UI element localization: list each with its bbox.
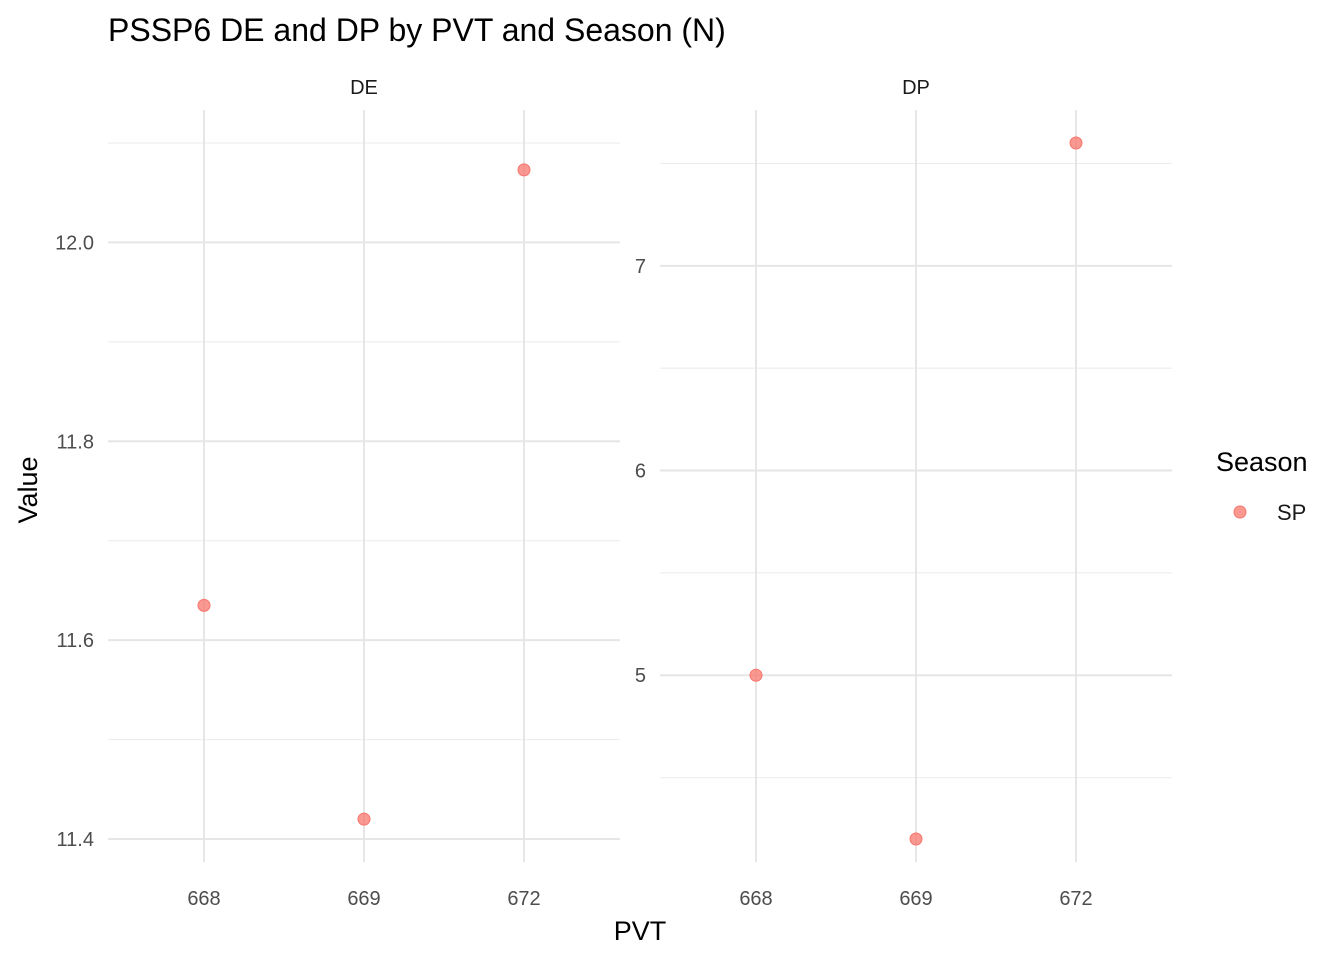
panel-dp-x-tick-label: 669 (899, 888, 932, 910)
legend-key-sp (1233, 505, 1247, 519)
panel-de-y-tick-label: 12.0 (55, 232, 94, 254)
panel-dp-y-tick-label: 5 (635, 665, 646, 687)
data-point-dp-669 (909, 832, 923, 846)
panel-dp-points (749, 136, 1083, 846)
panel-de-x-tick-label: 669 (347, 888, 380, 910)
panel-de-y-tick-label: 11.4 (57, 829, 94, 851)
panel-dp-x-tick-labels: 668 669 672 (739, 888, 1092, 910)
data-point-dp-672 (1069, 136, 1083, 150)
data-point-dp-668 (749, 668, 763, 682)
legend-label-sp: SP (1277, 500, 1306, 525)
data-point-de-668 (197, 598, 211, 612)
panel-de-y-tick-label: 11.8 (57, 431, 94, 453)
panel-dp-y-tick-labels: 5 6 7 (635, 256, 646, 687)
panel-de-y-tick-label: 11.6 (57, 630, 94, 652)
panel-de-strip-label: DE (350, 77, 378, 99)
panel-de-gridlines (108, 110, 620, 862)
panel-dp-gridlines (660, 110, 1172, 862)
x-axis-title: PVT (614, 916, 667, 946)
legend-title: Season (1216, 447, 1308, 477)
data-point-de-669 (357, 812, 371, 826)
panel-dp-y-tick-label: 7 (635, 256, 646, 278)
panel-dp-x-tick-label: 672 (1059, 888, 1092, 910)
panel-de-points (197, 163, 531, 826)
panel-de-x-tick-labels: 668 669 672 (187, 888, 540, 910)
panel-dp-y-tick-label: 6 (635, 461, 646, 483)
panel-dp: DP 5 6 7 668 669 672 (635, 77, 1172, 910)
data-point-de-672 (517, 163, 531, 177)
panel-dp-x-tick-label: 668 (739, 888, 772, 910)
panel-de-x-tick-label: 668 (187, 888, 220, 910)
panel-de: DE 11.4 11.6 11.8 12.0 668 669 672 (55, 77, 620, 910)
y-axis-title: Value (13, 456, 43, 523)
panel-de-y-tick-labels: 11.4 11.6 11.8 12.0 (55, 232, 94, 851)
legend: Season SP (1216, 447, 1308, 525)
chart-title: PSSP6 DE and DP by PVT and Season (N) (108, 12, 726, 48)
panel-dp-strip-label: DP (902, 77, 930, 99)
panel-de-x-tick-label: 672 (507, 888, 540, 910)
